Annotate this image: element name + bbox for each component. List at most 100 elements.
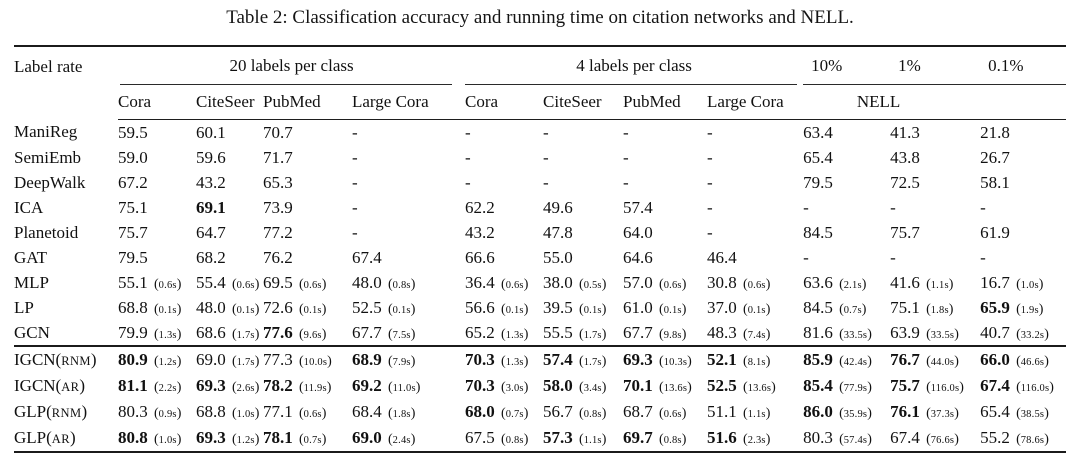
accuracy-value: 55.5	[543, 322, 573, 342]
table-row: GLP(RNM) 80.3 (0.9s) 68.8 (1.0s) 77.1 (0.6s…	[14, 399, 1066, 425]
accuracy-value: 67.5	[465, 428, 495, 447]
value-cell: 68.7 (0.6s)	[623, 399, 707, 425]
value-cell: -	[707, 120, 803, 146]
value-cell: -	[543, 120, 623, 146]
accuracy-value: 57.4	[623, 197, 653, 217]
accuracy-value: 65.3	[263, 172, 293, 192]
value-cell: 67.7 (7.5s)	[352, 320, 465, 346]
value-cell: -	[623, 120, 707, 146]
value-cell: 43.2	[465, 220, 543, 245]
value-cell: 68.8 (1.0s)	[196, 399, 263, 425]
method-cell: GCN	[14, 322, 50, 342]
runtime-value: (0.6s)	[659, 406, 687, 421]
dataset-header: PubMed	[263, 85, 352, 120]
runtime-value: (1.8s)	[388, 406, 416, 421]
value-cell: 68.2	[196, 245, 263, 270]
accuracy-value: 21.8	[980, 122, 1010, 142]
value-cell: 59.5	[118, 120, 196, 146]
value-cell: 43.8	[890, 145, 980, 170]
value-cell: -	[803, 245, 890, 270]
accuracy-value: -	[803, 247, 809, 267]
dataset-header: CiteSeer	[543, 85, 624, 120]
accuracy-value: -	[707, 147, 713, 167]
accuracy-value: 40.7	[980, 322, 1010, 342]
accuracy-value: 75.7	[890, 376, 920, 395]
value-cell: -	[352, 220, 465, 245]
accuracy-value: 65.4	[803, 147, 833, 167]
accuracy-value: 59.6	[196, 147, 226, 167]
accuracy-value: 79.9	[118, 322, 148, 342]
value-cell: 55.0	[543, 245, 623, 270]
accuracy-value: 69.7	[623, 428, 653, 447]
value-cell: 69.3 (2.6s)	[196, 373, 263, 399]
accuracy-value: 75.7	[890, 222, 920, 242]
runtime-value: (13.6s)	[659, 380, 692, 395]
baseline-methods-section: ManiReg 59.5 60.1 70.7 - - - - - 63.4 41.3 21.8 Semi…	[14, 120, 1066, 347]
runtime-value: (33.5s)	[839, 326, 872, 342]
runtime-value: (1.1s)	[579, 432, 607, 447]
header-row-datasets: Cora CiteSeer PubMed Large Cora Cora CiteSeer…	[14, 85, 1067, 120]
accuracy-value: 68.8	[196, 402, 226, 421]
accuracy-value: 79.5	[118, 247, 148, 267]
value-cell: 80.3 (57.4s)	[803, 425, 890, 452]
accuracy-value: 76.1	[890, 402, 920, 421]
value-cell: 65.4 (38.5s)	[980, 399, 1066, 425]
accuracy-value: -	[352, 147, 358, 167]
value-cell: 77.6 (9.6s)	[263, 320, 352, 346]
runtime-value: (0.1s)	[299, 301, 327, 317]
accuracy-value: 51.1	[707, 402, 737, 421]
table-row: MLP 55.1 (0.6s) 55.4 (0.6s) 69.5 (0.6s) 48.0…	[14, 270, 1066, 295]
value-cell: -	[707, 195, 803, 220]
accuracy-value: 55.1	[118, 272, 148, 292]
accuracy-value: -	[352, 222, 358, 242]
runtime-value: (37.3s)	[926, 406, 959, 421]
value-cell: 37.0 (0.1s)	[707, 295, 803, 320]
accuracy-value: 55.0	[543, 247, 573, 267]
table-row: GLP(AR) 80.8 (1.0s) 69.3 (1.2s) 78.1 (0.7s)…	[14, 425, 1066, 452]
accuracy-value: -	[352, 122, 358, 142]
accuracy-value: 43.2	[196, 172, 226, 192]
accuracy-value: 57.3	[543, 428, 573, 447]
accuracy-value: 39.5	[543, 297, 573, 317]
runtime-value: (10.3s)	[659, 354, 692, 369]
method-cell: GLP(RNM)	[14, 402, 88, 421]
accuracy-value: 77.3	[263, 350, 293, 369]
runtime-value: (2.1s)	[839, 276, 867, 292]
accuracy-value: 84.5	[803, 222, 833, 242]
method-cell: LP	[14, 297, 34, 317]
value-cell: 40.7 (33.2s)	[980, 320, 1066, 346]
table-caption: Table 2: Classification accuracy and run…	[226, 7, 854, 28]
accuracy-value: 68.4	[352, 402, 382, 421]
value-cell: 81.6 (33.5s)	[803, 320, 890, 346]
accuracy-value: 76.7	[890, 350, 920, 369]
accuracy-value: 55.4	[196, 272, 226, 292]
accuracy-value: 38.0	[543, 272, 573, 292]
value-cell: 39.5 (0.1s)	[543, 295, 623, 320]
runtime-value: (0.7s)	[839, 301, 867, 317]
value-cell: 76.2	[263, 245, 352, 270]
value-cell: 79.5	[803, 170, 890, 195]
group-label: 20 labels per class	[229, 56, 354, 75]
runtime-value: (0.1s)	[154, 301, 182, 317]
runtime-value: (1.8s)	[926, 301, 954, 317]
accuracy-value: 69.3	[623, 350, 653, 369]
accuracy-value: -	[980, 247, 986, 267]
accuracy-value: -	[465, 147, 471, 167]
method-cell: MLP	[14, 272, 49, 292]
accuracy-value: 62.2	[465, 197, 495, 217]
runtime-value: (1.3s)	[501, 326, 529, 342]
accuracy-value: -	[623, 147, 629, 167]
value-cell: 66.0 (46.6s)	[980, 345, 1067, 373]
dataset-header: CiteSeer	[196, 85, 263, 120]
value-cell: -	[543, 170, 623, 195]
value-cell: 81.1 (2.2s)	[118, 373, 196, 399]
value-cell: 75.1	[118, 195, 196, 220]
runtime-value: (0.5s)	[579, 276, 607, 292]
accuracy-value: 77.1	[263, 402, 293, 421]
accuracy-value: 70.3	[465, 350, 495, 369]
accuracy-value: 41.3	[890, 122, 920, 142]
method-cell: ManiReg	[14, 122, 78, 142]
runtime-value: (2.4s)	[388, 432, 416, 447]
accuracy-value: 84.5	[803, 297, 833, 317]
value-cell: 65.3	[263, 170, 352, 195]
